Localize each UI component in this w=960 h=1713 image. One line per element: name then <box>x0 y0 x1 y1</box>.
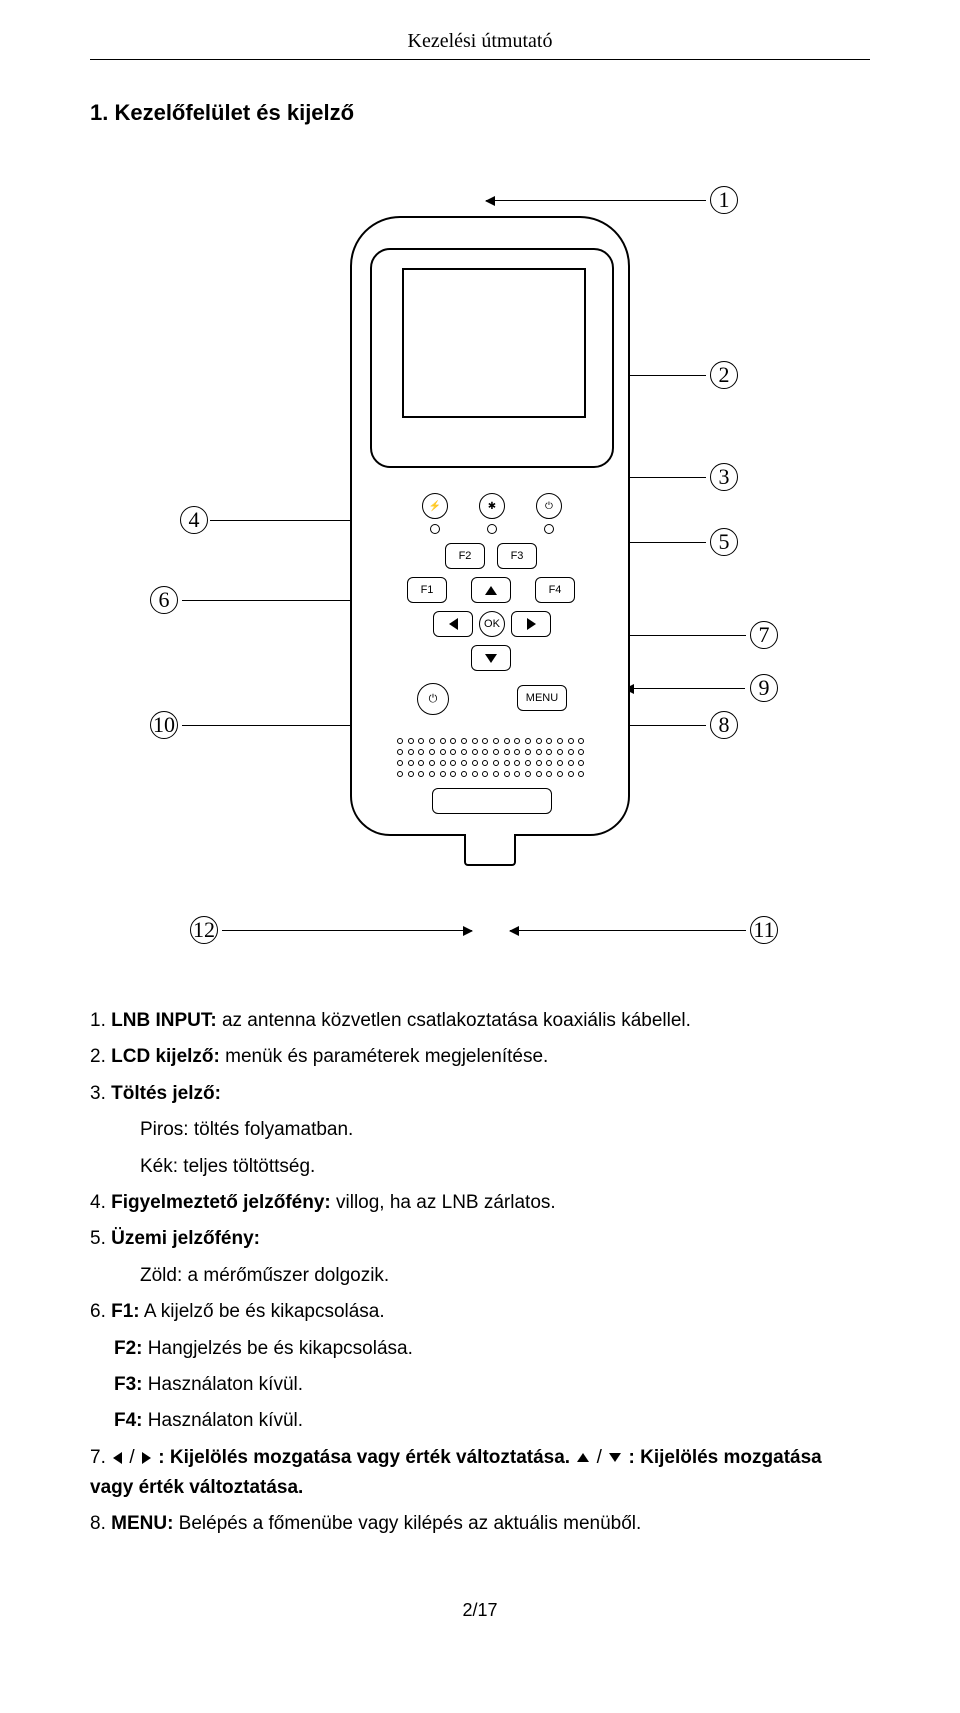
item-6-f4-text: Használaton kívül. <box>143 1410 304 1431</box>
triangle-down-icon <box>609 1453 621 1462</box>
item-2: 2. LCD kijelző: menük és paraméterek meg… <box>90 1042 870 1072</box>
item-6-f4: F4: Használaton kívül. <box>90 1406 870 1436</box>
page-number: 2/17 <box>90 1600 870 1621</box>
key-right <box>511 611 551 637</box>
item-3-label: Töltés jelző: <box>111 1083 221 1104</box>
item-6-f2-label: F2: <box>114 1338 143 1359</box>
callout-3: 3 <box>710 463 738 491</box>
device-body: ⚡ ✱ ⏻ F2 F3 F1 F4 OK ⏻ MENU <box>350 216 630 836</box>
device: ⚡ ✱ ⏻ F2 F3 F1 F4 OK ⏻ MENU <box>350 216 630 876</box>
key-up <box>471 577 511 603</box>
item-8-text: Belépés a főmenübe vagy kilépés az aktuá… <box>173 1513 641 1534</box>
warn-led-icon: ✱ <box>479 493 505 519</box>
item-6: 6. F1: A kijelző be és kikapcsolása. <box>90 1297 870 1327</box>
section-title: 1. Kezelőfelület és kijelző <box>90 100 870 126</box>
description-list: 1. LNB INPUT: az antenna közvetlen csatl… <box>90 1006 870 1540</box>
work-led-icon: ⏻ <box>536 493 562 519</box>
item-4-text: villog, ha az LNB zárlatos. <box>331 1192 556 1213</box>
item-6-f3-text: Használaton kívül. <box>143 1374 304 1395</box>
item-6-label: F1: <box>111 1301 140 1322</box>
item-3: 3. Töltés jelző: <box>90 1079 870 1109</box>
item-6-f2: F2: Hangjelzés be és kikapcsolása. <box>90 1334 870 1364</box>
triangle-left-icon <box>113 1452 122 1464</box>
triangle-right-icon <box>142 1452 151 1464</box>
item-6-f2-text: Hangjelzés be és kikapcsolása. <box>143 1338 413 1359</box>
key-f1: F1 <box>407 577 447 603</box>
item-2-label: LCD kijelző: <box>111 1046 220 1067</box>
key-down <box>471 645 511 671</box>
item-6-f3-label: F3: <box>114 1374 143 1395</box>
item-1-label: LNB INPUT: <box>111 1010 217 1031</box>
led-row: ⚡ ✱ ⏻ <box>422 493 562 519</box>
item-6-f4-label: F4: <box>114 1410 143 1431</box>
item-5: 5. Üzemi jelzőfény: <box>90 1224 870 1254</box>
item-5-num: 5. <box>90 1228 111 1249</box>
item-4: 4. Figyelmeztető jelzőfény: villog, ha a… <box>90 1188 870 1218</box>
item-3-blue: Kék: teljes töltöttség. <box>90 1152 870 1182</box>
callout-4: 4 <box>180 506 208 534</box>
callout-5: 5 <box>710 528 738 556</box>
item-7-num: 7. <box>90 1447 111 1468</box>
lcd-screen <box>402 268 586 418</box>
key-menu: MENU <box>517 685 567 711</box>
item-8: 8. MENU: Belépés a főmenübe vagy kilépés… <box>90 1509 870 1539</box>
item-8-num: 8. <box>90 1513 111 1534</box>
item-4-num: 4. <box>90 1192 111 1213</box>
leader-9 <box>625 688 745 689</box>
device-diagram: 1 2 3 5 7 9 8 11 4 6 10 12 <box>90 146 870 976</box>
speaker-grill <box>397 738 587 780</box>
leader-1 <box>486 200 706 201</box>
item-5-label: Üzemi jelzőfény: <box>111 1228 260 1249</box>
leader-12 <box>222 930 472 931</box>
item-3-red: Piros: töltés folyamatban. <box>90 1115 870 1145</box>
item-3-num: 3. <box>90 1083 111 1104</box>
key-power: ⏻ <box>417 683 449 715</box>
item-4-label: Figyelmeztető jelzőfény: <box>111 1192 331 1213</box>
callout-12: 12 <box>190 916 218 944</box>
item-7: 7. / : Kijelölés mozgatása vagy érték vá… <box>90 1443 870 1504</box>
callout-8: 8 <box>710 711 738 739</box>
item-5-green: Zöld: a mérőműszer dolgozik. <box>90 1261 870 1291</box>
header-rule <box>90 59 870 60</box>
callout-7: 7 <box>750 621 778 649</box>
item-2-text: menük és paraméterek megjelenítése. <box>220 1046 548 1067</box>
key-f4: F4 <box>535 577 575 603</box>
item-6-num: 6. <box>90 1301 111 1322</box>
key-f3: F3 <box>497 543 537 569</box>
leader-11 <box>510 930 746 931</box>
device-stand <box>464 834 516 866</box>
callout-2: 2 <box>710 361 738 389</box>
item-7-text1: : Kijelölés mozgatása vagy érték változt… <box>158 1447 575 1468</box>
key-f2: F2 <box>445 543 485 569</box>
callout-11: 11 <box>750 916 778 944</box>
triangle-up-icon <box>577 1453 589 1462</box>
item-2-num: 2. <box>90 1046 111 1067</box>
page: Kezelési útmutató 1. Kezelőfelület és ki… <box>0 0 960 1661</box>
key-ok: OK <box>479 611 505 637</box>
item-1-num: 1. <box>90 1010 111 1031</box>
screen-bezel <box>370 248 614 468</box>
callout-6: 6 <box>150 586 178 614</box>
item-6-text: A kijelző be és kikapcsolása. <box>140 1301 385 1322</box>
item-6-f3: F3: Használaton kívül. <box>90 1370 870 1400</box>
item-1-text: az antenna közvetlen csatlakoztatása koa… <box>217 1010 691 1031</box>
item-1: 1. LNB INPUT: az antenna közvetlen csatl… <box>90 1006 870 1036</box>
doc-header-title: Kezelési útmutató <box>90 30 870 53</box>
charge-led-icon: ⚡ <box>422 493 448 519</box>
callout-9: 9 <box>750 674 778 702</box>
bottom-slot <box>432 788 552 814</box>
item-8-label: MENU: <box>111 1513 173 1534</box>
callout-1: 1 <box>710 186 738 214</box>
callout-10: 10 <box>150 711 178 739</box>
key-left <box>433 611 473 637</box>
